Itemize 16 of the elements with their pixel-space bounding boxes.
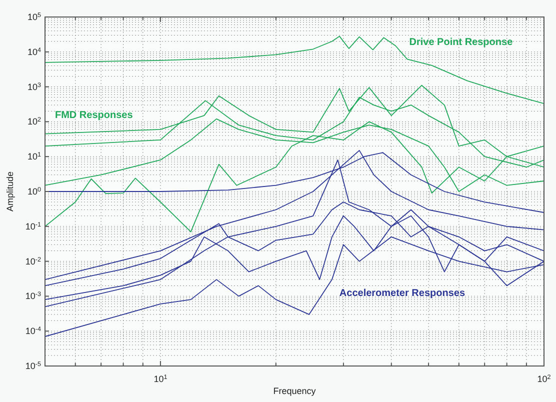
y-axis-title: Amplitude — [5, 171, 15, 212]
y-tick-label: 10$^{4}$ — [27, 46, 42, 57]
y-tick-label: 10$^{-4}$ — [25, 326, 42, 336]
annotation: FMD Responses — [54, 110, 134, 122]
y-tick-label: 10$^{3}$ — [27, 81, 42, 92]
x-axis-title: Frequency — [273, 386, 316, 396]
y-tick-label: 10$^{2}$ — [27, 116, 42, 127]
y-tick-label: 10$^{1}$ — [27, 151, 42, 162]
annotation: Accelerometer Responses — [339, 288, 466, 300]
y-tick-label: 10$^{-1}$ — [25, 220, 42, 232]
y-tick-label: 10$^{-2}$ — [25, 256, 42, 266]
y-tick-label: 10$^{-5}$ — [25, 360, 42, 371]
y-tick-label: 10$^{5}$ — [27, 12, 42, 22]
annotation: Drive Point Response — [409, 36, 514, 48]
y-tick-label: 10$^{0}$ — [27, 186, 42, 196]
y-tick-label: 10$^{-3}$ — [25, 290, 42, 302]
